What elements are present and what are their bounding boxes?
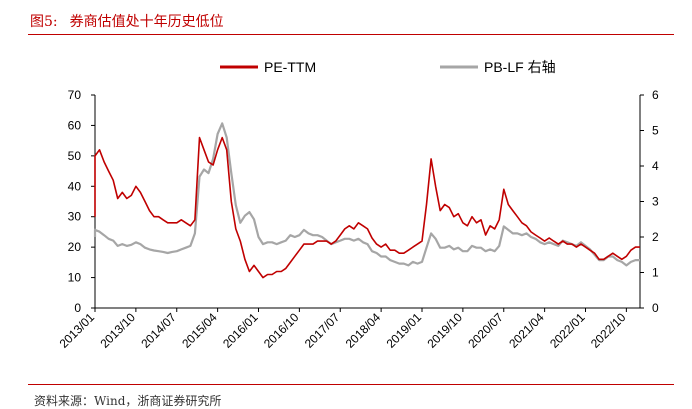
series-lines — [93, 122, 640, 279]
figure-number: 图5: — [30, 14, 58, 30]
x-tick-label: 2014/07 — [138, 310, 179, 351]
y-right-tick-label: 5 — [652, 124, 659, 138]
y-left-tick-label: 40 — [68, 179, 82, 193]
x-tick-label: 2019/01 — [384, 310, 425, 351]
y-right-tick-label: 1 — [652, 266, 659, 280]
y-left-tick-label: 50 — [68, 149, 82, 163]
pb-lf-line — [93, 122, 640, 267]
legend: PE-TTM PB-LF 右轴 — [220, 59, 556, 75]
source-note: 资料来源：Wind，浙商证券研究所 — [34, 394, 222, 408]
x-tick-label: 2019/10 — [424, 310, 465, 351]
axes: 0 10 20 30 40 50 60 70 0 1 2 3 4 5 6 2013/01 2013/10 2014… — [57, 88, 659, 351]
y-left-tick-label: 30 — [68, 210, 82, 224]
x-tick-label: 2021/04 — [506, 310, 547, 351]
y-left-tick-label: 10 — [68, 271, 82, 285]
x-tick-label: 2015/04 — [179, 310, 220, 351]
figure-title: 图5: 券商估值处十年历史低位 — [30, 11, 224, 31]
x-tick-label: 2013/01 — [57, 310, 98, 351]
x-tick-label: 2016/10 — [261, 310, 302, 351]
x-tick-label: 2022/01 — [547, 310, 588, 351]
y-right-tick-label: 2 — [652, 230, 659, 244]
y-left-tick-label: 20 — [68, 240, 82, 254]
legend-pe-label: PE-TTM — [264, 59, 316, 75]
footer-rule — [28, 384, 674, 385]
title-rule — [28, 34, 674, 35]
x-tick-label: 2020/07 — [465, 310, 506, 351]
y-left-tick-label: 70 — [68, 88, 82, 102]
pe-ttm-line — [94, 136, 640, 279]
y-left-tick-label: 0 — [74, 301, 81, 315]
x-tick-label: 2013/10 — [97, 310, 138, 351]
figure-title-text: 券商估值处十年历史低位 — [69, 14, 224, 30]
legend-pb-label: PB-LF 右轴 — [484, 59, 556, 75]
y-left-tick-label: 60 — [68, 118, 82, 132]
x-tick-label: 2022/10 — [588, 310, 629, 351]
x-tick-label: 2018/04 — [343, 310, 384, 351]
y-right-tick-label: 3 — [652, 195, 659, 209]
x-tick-label: 2017/07 — [302, 310, 343, 351]
x-tick-label: 2016/01 — [220, 310, 261, 351]
y-right-tick-label: 0 — [652, 301, 659, 315]
y-right-tick-label: 4 — [652, 159, 659, 173]
y-right-tick-label: 6 — [652, 88, 659, 102]
